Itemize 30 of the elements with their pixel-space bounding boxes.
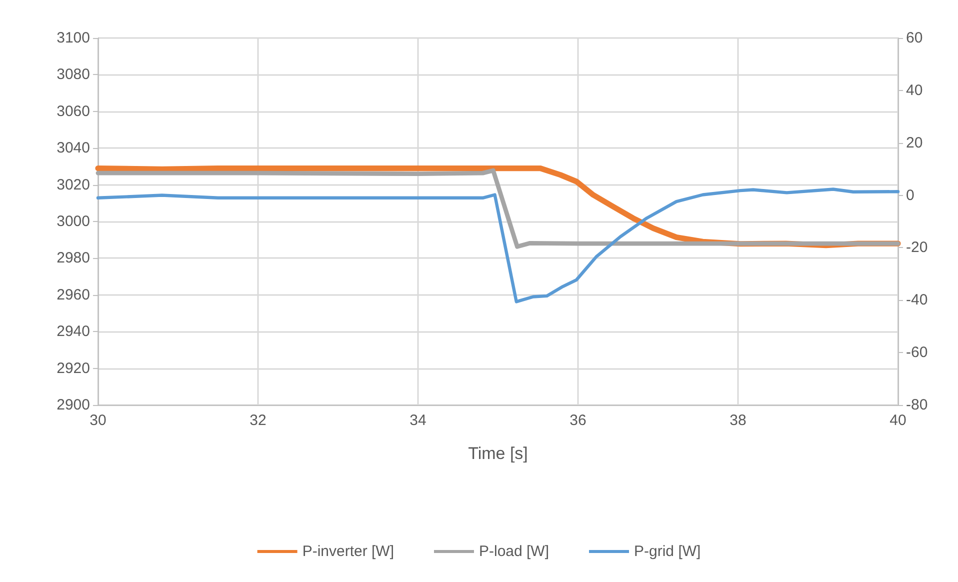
y-tick-label: 2940 <box>56 323 90 340</box>
y-tick-label: 2960 <box>56 286 90 304</box>
y2-tick-label: -20 <box>906 239 928 256</box>
x-tick-label: 40 <box>890 412 906 429</box>
y2-tick-label: -40 <box>906 292 928 309</box>
y2-tick-label: -80 <box>906 396 928 414</box>
legend-label: P-grid [W] <box>634 543 701 560</box>
y-tick-label: 3060 <box>56 102 90 120</box>
y-tick-label: 2920 <box>56 360 90 377</box>
x-axis-title: Time [s] <box>468 444 528 463</box>
legend-label: P-load [W] <box>478 543 550 560</box>
y-tick-label: 3000 <box>56 213 90 230</box>
y2-tick-label: -60 <box>906 344 928 362</box>
x-tick-label: 36 <box>570 412 586 429</box>
y2-tick-label: 20 <box>906 134 923 152</box>
x-tick-label: 30 <box>90 412 106 429</box>
y-tick-label: 2900 <box>56 396 90 414</box>
y-tick-label: 3080 <box>56 66 90 84</box>
x-tick-label: 32 <box>250 412 266 429</box>
y2-tick-label: 60 <box>906 30 923 46</box>
x-tick-label: 34 <box>410 412 426 429</box>
x-tick-label: 38 <box>730 412 746 429</box>
legend-label: P-inverter [W] <box>302 543 394 560</box>
y2-tick-label: 40 <box>906 82 923 99</box>
y-tick-label: 2980 <box>56 250 90 267</box>
line-series <box>96 188 900 304</box>
y2-tick-label: 0 <box>906 186 914 204</box>
y-tick-label: 3020 <box>56 176 90 194</box>
y-tick-label: 3040 <box>56 140 90 157</box>
y-tick-label: 3100 <box>56 30 90 46</box>
